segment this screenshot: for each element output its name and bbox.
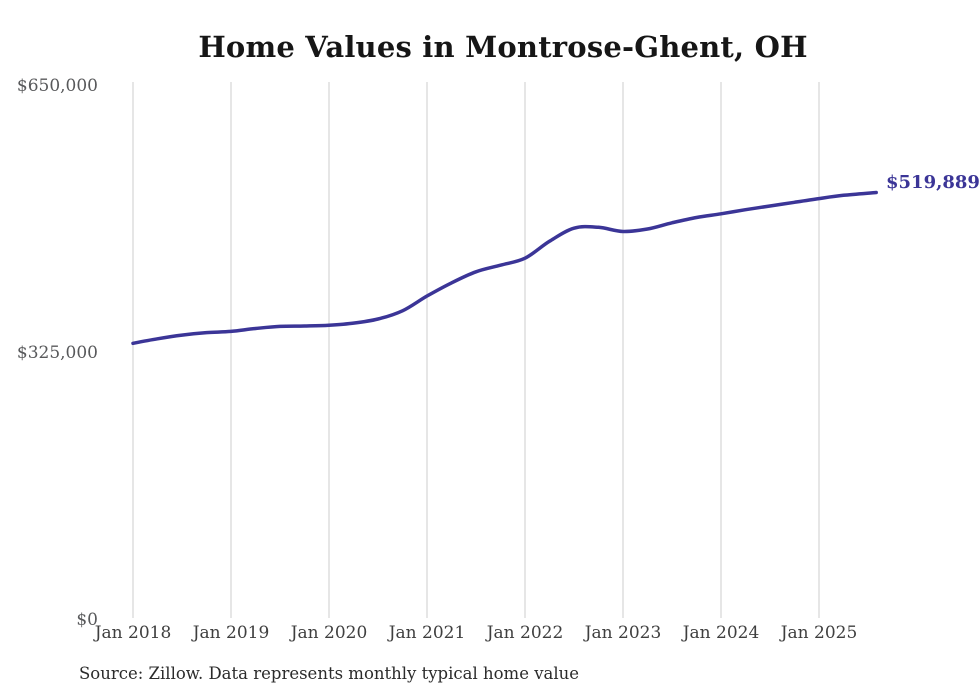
latest-value-label: $519,889 <box>886 172 980 193</box>
x-tick-label: Jan 2024 <box>682 623 760 643</box>
x-tick-label: Jan 2020 <box>290 623 368 643</box>
y-tick-label: $325,000 <box>16 342 98 363</box>
x-tick-label: Jan 2025 <box>780 623 858 643</box>
home-value-line <box>131 190 878 346</box>
y-tick-label: $0 <box>76 610 98 630</box>
x-tick-label: Jan 2022 <box>486 623 564 643</box>
x-tick-label: Jan 2019 <box>192 623 270 643</box>
x-tick-label: Jan 2018 <box>94 623 172 643</box>
chart-title: Home Values in Montrose-Ghent, OH <box>198 30 808 64</box>
y-tick-label: $650,000 <box>16 75 98 96</box>
x-tick-label: Jan 2021 <box>388 623 466 643</box>
source-note: Source: Zillow. Data represents monthly … <box>79 664 580 683</box>
x-tick-label: Jan 2023 <box>584 623 662 643</box>
